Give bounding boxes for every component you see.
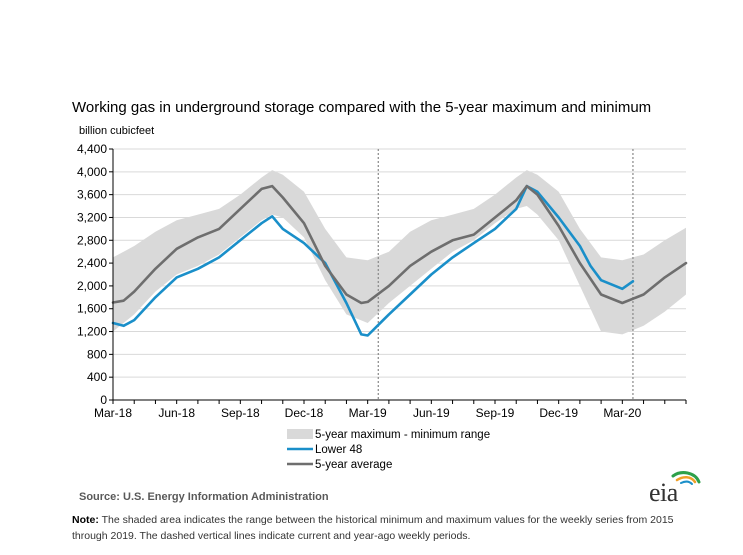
note-label: Note:: [72, 514, 99, 526]
y-tick-label: 800: [87, 347, 107, 361]
legend: 5-year maximum - minimum range Lower 48 5-…: [287, 429, 490, 471]
x-tick-label: Mar-18: [94, 406, 132, 420]
x-tick-label: Mar-20: [603, 406, 641, 420]
x-tick-label: Mar-19: [349, 406, 387, 420]
x-tick-label: Dec-18: [285, 406, 324, 420]
legend-swatch-range: [287, 429, 313, 439]
legend-label: 5-year average: [315, 459, 392, 471]
y-tick-label: 2,400: [77, 256, 107, 270]
y-tick-label: 1,200: [77, 325, 107, 339]
note-text: Note: The shaded area indicates the rang…: [72, 512, 712, 544]
y-tick-label: 4,000: [77, 165, 107, 179]
chart-title: Working gas in underground storage compa…: [72, 99, 652, 116]
average-line: [111, 184, 688, 305]
y-tick-label: 3,200: [77, 210, 107, 224]
y-tick-label: 2,800: [77, 233, 107, 247]
x-tick-label: Sep-18: [221, 406, 260, 420]
y-tick-label: 3,600: [77, 188, 107, 202]
x-tick-label: Dec-19: [539, 406, 578, 420]
source-text: Source: U.S. Energy Information Administ…: [79, 491, 329, 503]
y-tick-label: 4,400: [77, 142, 107, 156]
x-tick-label: Jun-18: [158, 406, 195, 420]
legend-label: 5-year maximum - minimum range: [315, 429, 490, 441]
x-tick-label: Jun-19: [413, 406, 450, 420]
eia-logo-text: eia: [649, 478, 678, 507]
y-tick-label: 1,600: [77, 302, 107, 316]
x-tick-label: Sep-19: [476, 406, 515, 420]
y-tick-label: 0: [100, 393, 107, 407]
y-tick-label: 2,000: [77, 279, 107, 293]
eia-logo-icon: [671, 471, 701, 485]
range-band: [113, 170, 686, 335]
y-axis-label: billion cubicfeet: [79, 125, 155, 137]
note-body: The shaded area indicates the range betw…: [72, 514, 674, 542]
lower48-line: [111, 184, 635, 337]
legend-label: Lower 48: [315, 444, 362, 456]
y-tick-label: 400: [87, 370, 107, 384]
